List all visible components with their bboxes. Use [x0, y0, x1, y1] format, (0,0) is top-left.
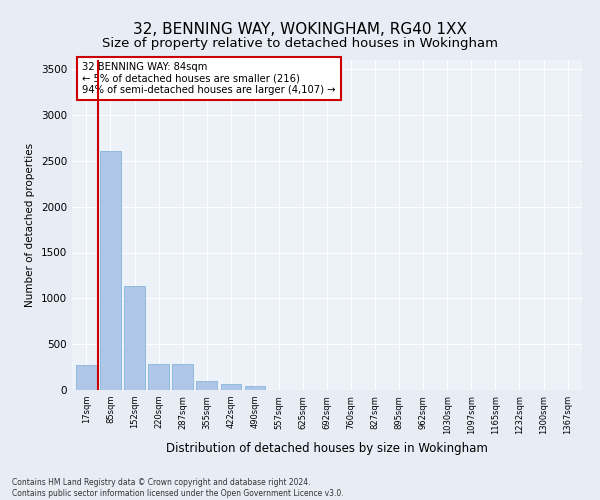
Bar: [124, 286, 145, 390]
X-axis label: Distribution of detached houses by size in Wokingham: Distribution of detached houses by size …: [166, 442, 488, 456]
Text: Size of property relative to detached houses in Wokingham: Size of property relative to detached ho…: [102, 38, 498, 51]
Bar: [172, 364, 193, 390]
Text: Contains HM Land Registry data © Crown copyright and database right 2024.
Contai: Contains HM Land Registry data © Crown c…: [12, 478, 344, 498]
Text: 32 BENNING WAY: 84sqm
← 5% of detached houses are smaller (216)
94% of semi-deta: 32 BENNING WAY: 84sqm ← 5% of detached h…: [82, 62, 336, 95]
Y-axis label: Number of detached properties: Number of detached properties: [25, 143, 35, 307]
Bar: [221, 384, 241, 390]
Bar: [148, 364, 169, 390]
Bar: [196, 381, 217, 390]
Bar: [100, 151, 121, 390]
Text: 32, BENNING WAY, WOKINGHAM, RG40 1XX: 32, BENNING WAY, WOKINGHAM, RG40 1XX: [133, 22, 467, 38]
Bar: [245, 386, 265, 390]
Bar: [76, 365, 97, 390]
